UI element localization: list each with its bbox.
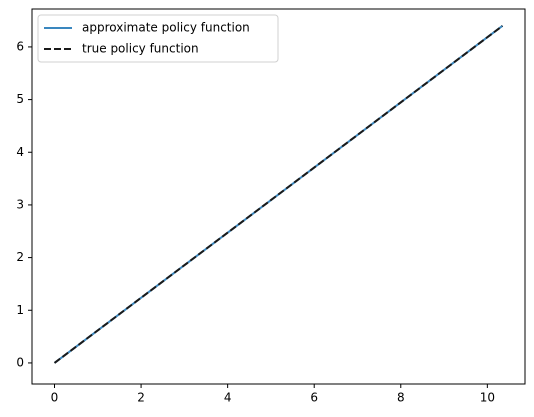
y-tick-label: 0: [16, 355, 24, 369]
x-tick-label: 0: [51, 391, 59, 405]
legend: approximate policy function true policy f…: [37, 14, 279, 63]
x-tick-label: 10: [480, 391, 495, 405]
y-tick-label: 2: [16, 250, 24, 264]
y-tick-label: 4: [16, 145, 24, 159]
x-tick-label: 6: [310, 391, 318, 405]
x-tick-label: 8: [397, 391, 405, 405]
y-tick-label: 6: [16, 39, 24, 53]
legend-label: true policy function: [82, 42, 199, 56]
legend-box: [37, 14, 279, 63]
legend-label: approximate policy function: [82, 21, 250, 35]
x-tick-label: 2: [137, 391, 145, 405]
y-tick-label: 5: [16, 92, 24, 106]
plot-frame: [31, 8, 526, 385]
y-tick-label: 1: [16, 303, 24, 317]
series-line: [53, 25, 504, 364]
x-tick-label: 4: [224, 391, 232, 405]
y-tick-label: 3: [16, 197, 24, 211]
